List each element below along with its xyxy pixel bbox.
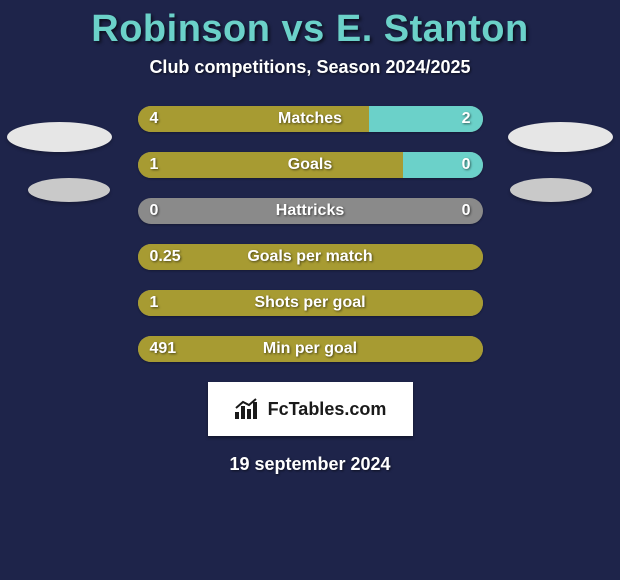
avatar-placeholder-p2-bottom (510, 178, 592, 202)
player1-value: 1 (150, 290, 159, 316)
comparison-chart: 4 Matches 2 1 Goals 0 0 Hattricks 0 0.25 Goals per… (138, 106, 483, 362)
player2-value: 0 (462, 152, 471, 178)
snapshot-date: 19 september 2024 (0, 454, 620, 475)
player1-value: 4 (150, 106, 159, 132)
brand-badge: FcTables.com (208, 382, 413, 436)
metric-row: 491 Min per goal (138, 336, 483, 362)
page-title: Robinson vs E. Stanton (0, 0, 620, 51)
metric-label: Hattricks (276, 198, 344, 224)
player1-bar (138, 152, 404, 178)
player1-value: 0.25 (150, 244, 181, 270)
player2-value: 2 (462, 106, 471, 132)
metric-label: Shots per goal (254, 290, 365, 316)
brand-chart-icon (234, 398, 260, 420)
metric-label: Goals per match (247, 244, 372, 270)
metric-label: Min per goal (263, 336, 357, 362)
player1-value: 0 (150, 198, 159, 224)
player1-value: 1 (150, 152, 159, 178)
metric-row: 4 Matches 2 (138, 106, 483, 132)
metric-row: 1 Shots per goal (138, 290, 483, 316)
metric-label: Matches (278, 106, 342, 132)
metric-row: 0 Hattricks 0 (138, 198, 483, 224)
metric-row: 0.25 Goals per match (138, 244, 483, 270)
metric-label: Goals (288, 152, 332, 178)
metric-row: 1 Goals 0 (138, 152, 483, 178)
avatar-placeholder-p1-top (7, 122, 112, 152)
player1-value: 491 (150, 336, 177, 362)
page-subtitle: Club competitions, Season 2024/2025 (0, 57, 620, 78)
player2-value: 0 (462, 198, 471, 224)
avatar-placeholder-p2-top (508, 122, 613, 152)
avatar-placeholder-p1-bottom (28, 178, 110, 202)
brand-text: FcTables.com (268, 399, 387, 420)
